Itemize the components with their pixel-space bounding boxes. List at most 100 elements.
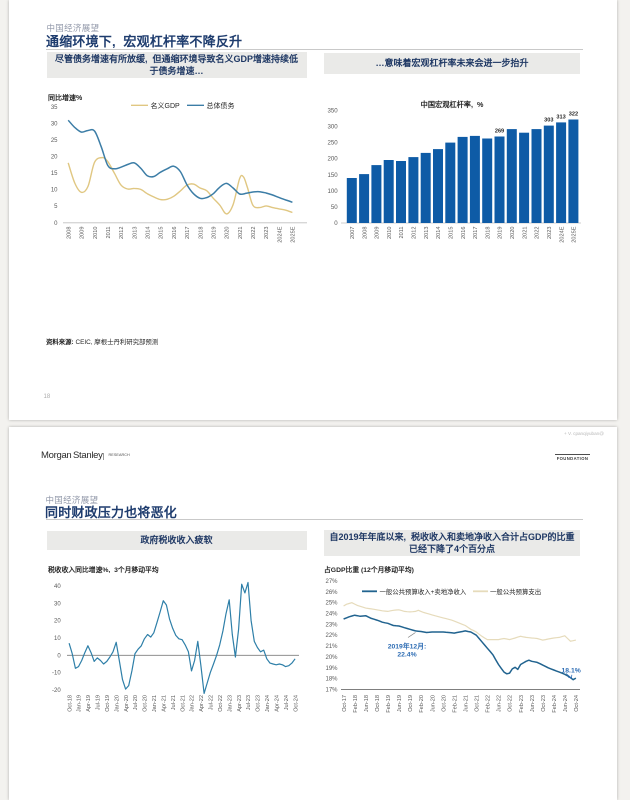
svg-text:18%: 18% (325, 677, 338, 683)
svg-text:总体债务: 总体债务 (207, 101, 235, 110)
svg-text:Apr-20: Apr-20 (124, 695, 130, 712)
svg-text:Jun-23: Jun-23 (530, 695, 536, 712)
svg-text:Jan-20: Jan-20 (114, 695, 120, 712)
svg-text:18.1%: 18.1% (562, 668, 581, 675)
svg-text:Jun-22: Jun-22 (497, 695, 503, 712)
svg-text:21%: 21% (325, 644, 338, 650)
svg-text:Oct-22: Oct-22 (218, 695, 224, 712)
svg-text:Oct-23: Oct-23 (256, 695, 262, 712)
svg-text:Feb-24: Feb-24 (552, 695, 558, 713)
svg-text:2008: 2008 (362, 227, 368, 239)
svg-text:313: 313 (556, 114, 565, 120)
svg-text:2021: 2021 (522, 227, 528, 239)
svg-text:Feb-18: Feb-18 (353, 695, 359, 713)
svg-text:2011: 2011 (106, 227, 112, 239)
svg-text:2012: 2012 (412, 227, 418, 239)
svg-text:303: 303 (544, 118, 553, 124)
svg-text:322: 322 (569, 112, 578, 118)
svg-text:Jan-22: Jan-22 (190, 695, 196, 712)
svg-text:2018: 2018 (485, 227, 491, 239)
svg-text:2011: 2011 (399, 227, 405, 239)
svg-text:35: 35 (51, 105, 58, 111)
svg-text:25: 25 (51, 138, 58, 144)
svg-text:10: 10 (54, 636, 61, 642)
svg-text:Oct-22: Oct-22 (508, 695, 514, 712)
svg-text:Feb-22: Feb-22 (486, 695, 492, 713)
svg-text:2007: 2007 (350, 227, 356, 239)
svg-text:0: 0 (54, 221, 58, 227)
svg-text:Jan-21: Jan-21 (152, 695, 158, 712)
svg-text:Jun-18: Jun-18 (364, 695, 370, 712)
svg-text:22%: 22% (325, 633, 338, 639)
svg-text:一般公共预算收入+卖地净收入: 一般公共预算收入+卖地净收入 (380, 587, 467, 596)
svg-text:30: 30 (51, 122, 58, 128)
svg-text:Jul-22: Jul-22 (209, 695, 215, 710)
svg-text:2017: 2017 (473, 227, 479, 239)
svg-text:2019年12月:: 2019年12月: (388, 642, 427, 651)
svg-text:2024E: 2024E (559, 226, 565, 242)
svg-text:Oct-19: Oct-19 (408, 695, 414, 712)
svg-text:2012: 2012 (119, 227, 125, 239)
svg-text:Feb-19: Feb-19 (386, 695, 392, 713)
svg-text:-20: -20 (52, 688, 61, 694)
svg-text:20: 20 (51, 155, 58, 161)
svg-text:Oct-21: Oct-21 (475, 695, 481, 712)
svg-text:Oct-20: Oct-20 (143, 695, 149, 712)
svg-text:2016: 2016 (461, 227, 467, 239)
svg-text:2018: 2018 (198, 227, 204, 239)
svg-text:23%: 23% (325, 622, 338, 628)
svg-text:300: 300 (328, 124, 339, 131)
svg-text:250: 250 (328, 140, 339, 147)
svg-text:Oct-23: Oct-23 (541, 695, 547, 712)
svg-text:Jul-24: Jul-24 (284, 695, 290, 710)
svg-text:Feb-23: Feb-23 (519, 695, 525, 713)
svg-text:Oct-19: Oct-19 (105, 695, 111, 712)
svg-text:2014: 2014 (146, 227, 152, 239)
svg-text:Jun-19: Jun-19 (397, 695, 403, 712)
svg-text:2017: 2017 (185, 227, 191, 239)
svg-text:税收收入同比增速%, 3个月移动平均: 税收收入同比增速%, 3个月移动平均 (48, 565, 159, 574)
svg-text:Oct-18: Oct-18 (67, 695, 73, 712)
svg-text:Apr-22: Apr-22 (199, 695, 205, 712)
svg-text:2020: 2020 (225, 227, 231, 239)
svg-text:2022: 2022 (251, 227, 257, 239)
svg-text:Oct-24: Oct-24 (293, 695, 299, 712)
svg-text:Apr-21: Apr-21 (162, 695, 168, 712)
svg-text:27%: 27% (325, 579, 338, 585)
svg-text:Oct-24: Oct-24 (574, 695, 580, 712)
svg-text:19%: 19% (325, 666, 338, 672)
svg-text:Jul-19: Jul-19 (96, 695, 102, 710)
svg-text:-10: -10 (52, 671, 61, 677)
svg-text:2009: 2009 (80, 227, 86, 239)
svg-text:同比增速%: 同比增速% (48, 93, 83, 102)
svg-text:2016: 2016 (172, 227, 178, 239)
svg-text:一般公共预算支出: 一般公共预算支出 (490, 587, 541, 596)
svg-text:25%: 25% (325, 601, 338, 607)
svg-text:Jul-21: Jul-21 (171, 695, 177, 710)
svg-text:Oct-18: Oct-18 (375, 695, 381, 712)
svg-text:2013: 2013 (132, 227, 138, 239)
svg-text:Jul-20: Jul-20 (133, 695, 139, 710)
svg-text:200: 200 (328, 156, 339, 163)
svg-text:20%: 20% (325, 655, 338, 661)
svg-text:5: 5 (54, 204, 58, 210)
svg-text:10: 10 (51, 188, 58, 194)
svg-text:2025E: 2025E (572, 226, 578, 242)
svg-text:17%: 17% (325, 688, 338, 694)
svg-text:50: 50 (331, 204, 338, 211)
svg-text:Oct-20: Oct-20 (441, 695, 447, 712)
svg-text:40: 40 (54, 584, 61, 590)
svg-text:2014: 2014 (436, 227, 442, 239)
svg-text:中国宏观杠杆率, %: 中国宏观杠杆率, % (421, 100, 484, 109)
svg-text:Feb-20: Feb-20 (419, 695, 425, 713)
svg-text:24%: 24% (325, 612, 338, 618)
svg-text:150: 150 (328, 172, 339, 179)
svg-text:Apr-23: Apr-23 (237, 695, 243, 712)
svg-text:20: 20 (54, 619, 61, 625)
svg-text:Apr-19: Apr-19 (86, 695, 92, 712)
svg-text:30: 30 (54, 601, 61, 607)
svg-text:Oct-21: Oct-21 (180, 695, 186, 712)
svg-text:2023: 2023 (264, 227, 270, 239)
svg-text:2020: 2020 (510, 227, 516, 239)
svg-text:350: 350 (328, 108, 339, 115)
